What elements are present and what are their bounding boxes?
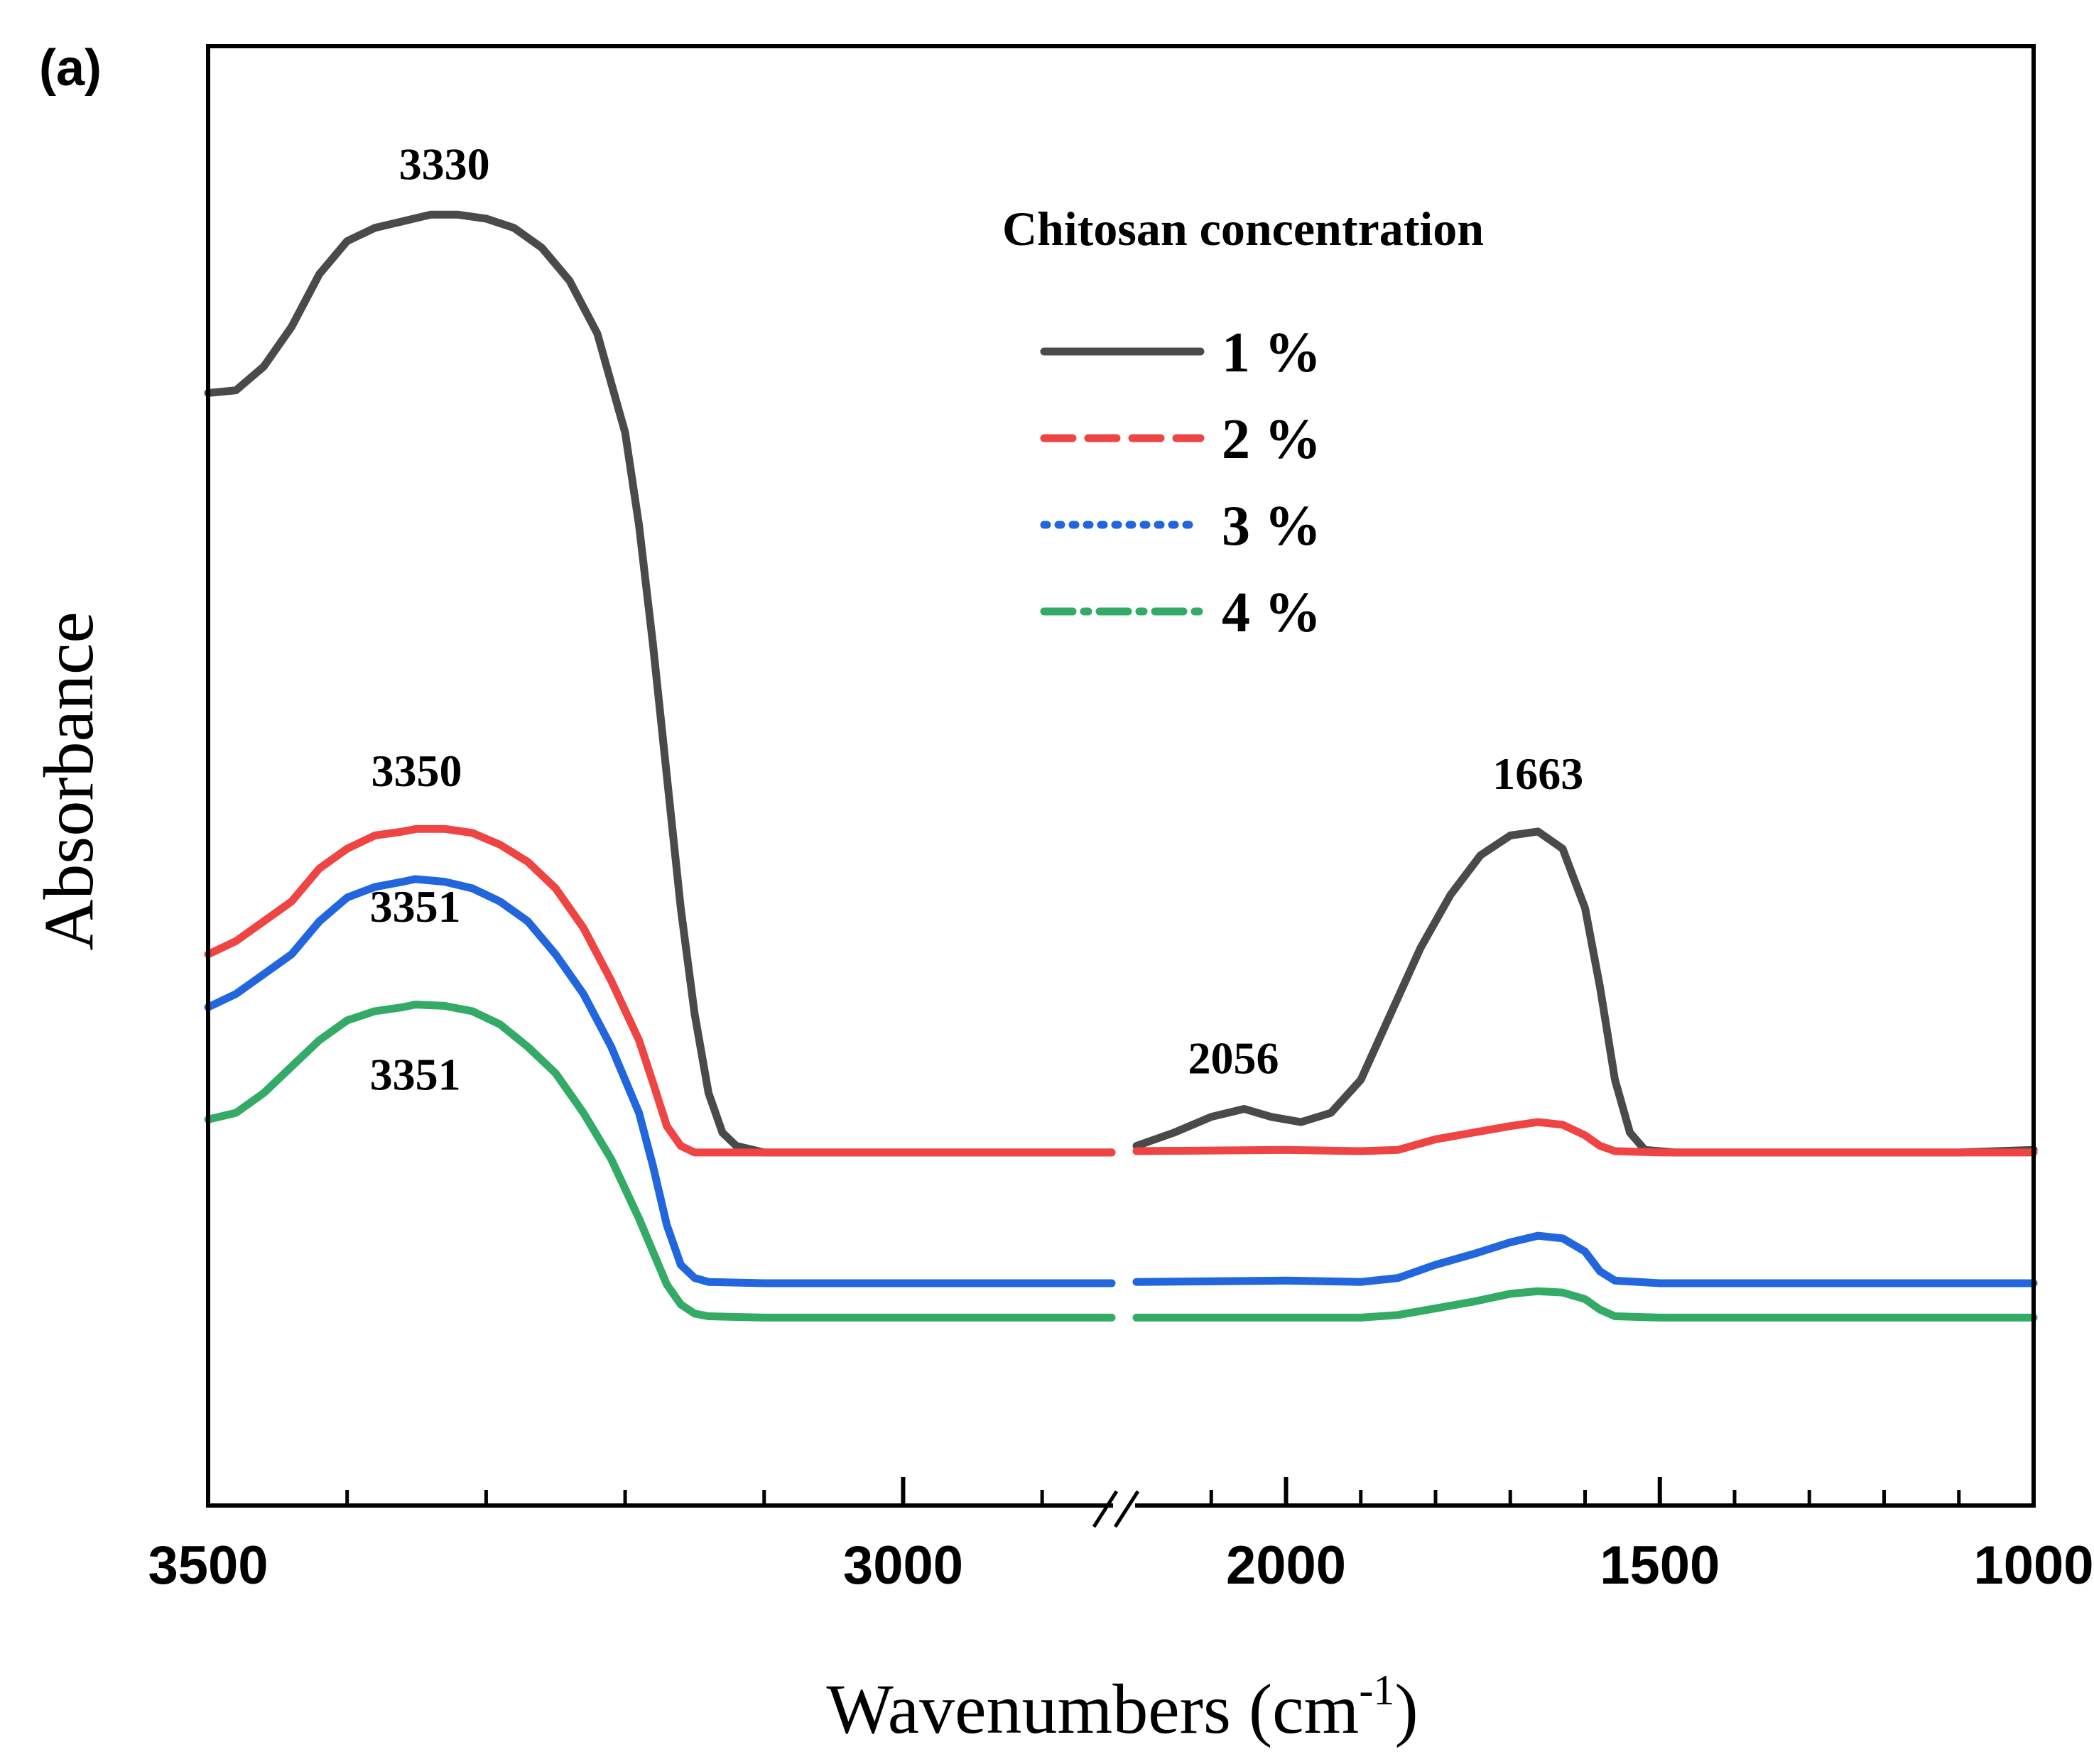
series-4pct <box>204 1001 2038 1322</box>
x-axis-label-close: ) <box>1394 1670 1418 1748</box>
series-line-left <box>204 875 1116 1287</box>
series-line-right <box>1132 1118 2038 1157</box>
x-axis-ticks: 3500 3000 2000 1500 1000 <box>148 1477 2094 1596</box>
axis-break-slash <box>1092 1490 1119 1528</box>
series-layer <box>204 210 2038 1322</box>
legend-item: 1 % <box>1040 322 1321 384</box>
peak-label: 3350 <box>371 746 462 796</box>
legend-label: 1 % <box>1222 322 1321 384</box>
x-tick-label: 1500 <box>1600 1535 1720 1596</box>
peak-label: 3351 <box>370 881 461 932</box>
legend-item: 4 % <box>1040 582 1321 644</box>
peak-annotations: 3330 3350 3351 3351 2056 1663 <box>370 138 1584 1099</box>
x-axis-label: Wavenumbers (cm-1) <box>826 1667 1418 1748</box>
x-tick-label: 2000 <box>1226 1535 1346 1596</box>
series-line-right <box>1132 1287 2038 1322</box>
series-line-left <box>204 824 1116 1157</box>
x-axis-label-sup: -1 <box>1359 1667 1394 1714</box>
y-axis-label: Absorbance <box>29 611 108 951</box>
axis-break-marker <box>1092 1490 1140 1528</box>
series-line-right <box>1132 1231 2038 1287</box>
x-tick-label: 3500 <box>148 1535 268 1596</box>
legend-label: 4 % <box>1222 582 1321 644</box>
peak-label: 3351 <box>370 1050 461 1100</box>
series-line-left <box>204 1001 1116 1322</box>
axis-break-slash <box>1113 1490 1140 1528</box>
x-tick-label: 3000 <box>843 1535 963 1596</box>
legend-label: 3 % <box>1222 495 1321 557</box>
panel-label: (a) <box>39 40 102 97</box>
legend-label: 2 % <box>1222 408 1321 471</box>
peak-label: 3330 <box>399 138 490 189</box>
x-tick-label: 1000 <box>1973 1535 2093 1596</box>
peak-label: 1663 <box>1492 748 1583 799</box>
series-2pct <box>204 824 2038 1157</box>
series-3pct <box>204 875 2038 1287</box>
legend-item: 2 % <box>1040 408 1321 471</box>
legend-title: Chitosan concentration <box>1002 202 1484 256</box>
legend-item: 3 % <box>1040 495 1321 557</box>
legend: Chitosan concentration 1 % 2 % 3 % 4 % <box>1002 202 1484 644</box>
peak-label: 2056 <box>1188 1033 1279 1084</box>
x-axis-label-main: Wavenumbers (cm <box>826 1670 1359 1748</box>
